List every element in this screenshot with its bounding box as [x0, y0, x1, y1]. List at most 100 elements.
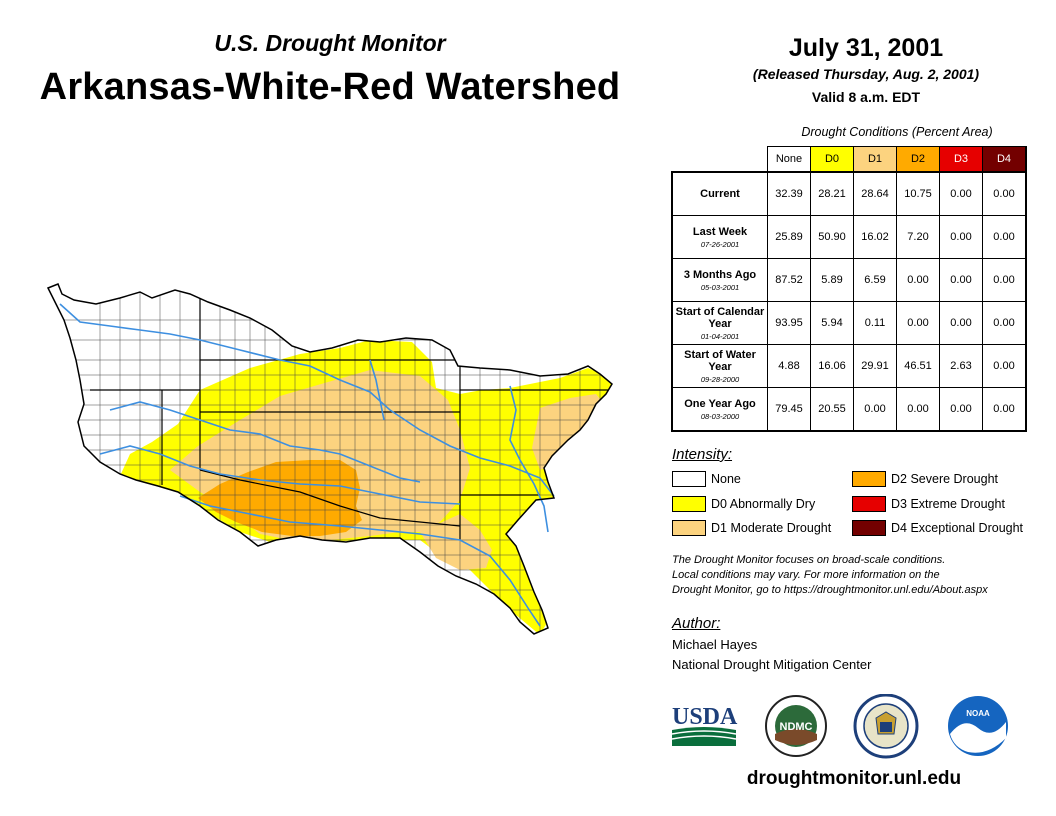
- table-cell: 4.88: [767, 344, 811, 388]
- row-label: Current: [671, 171, 768, 216]
- drought-conditions-table: None D0 D1 D2 D3 D4 Current 32.39 28.21 28.…: [671, 146, 1027, 432]
- rivers: [59, 303, 555, 627]
- legend-swatch-d4: [852, 520, 886, 536]
- table-row: One Year Ago 08-03-2000 79.45 20.55 0.00 0.00…: [671, 387, 1027, 432]
- row-label-text: Start of Water Year: [684, 348, 756, 373]
- arkansas-river: [59, 303, 555, 497]
- legend-swatch-none: [672, 471, 706, 487]
- svg-text:NOAA: NOAA: [966, 709, 990, 718]
- table-cell: 0.00: [982, 215, 1027, 259]
- table-cell: 20.55: [810, 387, 854, 432]
- svg-text:NDMC: NDMC: [780, 721, 813, 733]
- row-label-text: Start of Calendar Year: [675, 305, 765, 330]
- table-cell: 0.00: [939, 215, 983, 259]
- table-cell: 0.00: [896, 387, 940, 432]
- row-date: 07-26-2001: [700, 239, 740, 249]
- d1-region-south: [420, 514, 492, 570]
- agency-logos: USDA NDMC NOAA: [671, 694, 1008, 759]
- table-cell: 5.94: [810, 301, 854, 345]
- red-river: [179, 495, 541, 627]
- table-row: Current 32.39 28.21 28.64 10.75 0.00 0.00: [671, 171, 1027, 216]
- table-cell: 50.90: [810, 215, 854, 259]
- table-cell: 0.00: [982, 387, 1027, 432]
- col-d3: D3: [939, 146, 983, 173]
- noaa-logo: NOAA: [948, 696, 1008, 756]
- table-row: Start of Water Year 09-28-2000 4.88 16.06 29…: [671, 344, 1027, 388]
- table-cell: 0.00: [982, 301, 1027, 345]
- table-cell: 28.64: [853, 171, 897, 216]
- row-label: Start of Calendar Year 01-04-2001: [671, 301, 768, 345]
- row-date: 09-28-2000: [700, 374, 740, 384]
- table-cell: 79.45: [767, 387, 811, 432]
- row-label: Last Week 07-26-2001: [671, 215, 768, 259]
- canadian-river: [99, 445, 461, 505]
- cimarron-river: [109, 401, 421, 483]
- legend-text-d2: D2 Severe Drought: [891, 472, 999, 486]
- row-date: 08-03-2000: [700, 411, 740, 421]
- table-row: Last Week 07-26-2001 25.89 50.90 16.02 7.20 0.…: [671, 215, 1027, 259]
- table-cell: 6.59: [853, 258, 897, 302]
- commerce-seal-logo: [853, 694, 919, 759]
- table-cell: 0.00: [853, 387, 897, 432]
- intensity-label: Intensity:: [672, 446, 733, 463]
- row-label-text: One Year Ago: [684, 397, 756, 410]
- table-cell: 0.00: [939, 258, 983, 302]
- neosho-river: [369, 359, 385, 421]
- table-cell: 7.20: [896, 215, 940, 259]
- release-date: (Released Thursday, Aug. 2, 2001): [752, 66, 980, 82]
- legend-swatch-d2: [852, 471, 886, 487]
- author-name: Michael Hayes: [672, 637, 758, 652]
- row-label: One Year Ago 08-03-2000: [671, 387, 768, 432]
- row-label-text: 3 Months Ago: [683, 268, 757, 281]
- col-d2: D2: [896, 146, 940, 173]
- watershed-map: [47, 283, 613, 635]
- legend-text-none: None: [711, 472, 741, 486]
- table-cell: 32.39: [767, 171, 811, 216]
- table-cell: 16.02: [853, 215, 897, 259]
- row-date: 01-04-2001: [700, 331, 740, 341]
- table-cell: 93.95: [767, 301, 811, 345]
- note-line-1: The Drought Monitor focuses on broad-sca…: [672, 554, 946, 566]
- table-corner: [672, 147, 768, 173]
- table-cell: 46.51: [896, 344, 940, 388]
- author-organization: National Drought Mitigation Center: [672, 657, 872, 672]
- white-river: [509, 385, 549, 533]
- row-label-text: Current: [700, 188, 740, 200]
- col-d4: D4: [982, 146, 1027, 173]
- map-subtitle: U.S. Drought Monitor: [214, 30, 446, 56]
- legend-swatch-d0: [672, 496, 706, 512]
- ndmc-logo: NDMC: [765, 695, 827, 757]
- map-date: July 31, 2001: [788, 34, 944, 62]
- table-cell: 28.21: [810, 171, 854, 216]
- table-cell: 0.00: [896, 301, 940, 345]
- table-cell: 10.75: [896, 171, 940, 216]
- table-cell: 0.00: [896, 258, 940, 302]
- d1-region-east: [532, 394, 606, 470]
- table-row: 3 Months Ago 05-03-2001 87.52 5.89 6.59 0.00 0…: [671, 258, 1027, 302]
- note-line-2: Local conditions may vary. For more info…: [672, 569, 940, 581]
- col-d1: D1: [853, 146, 897, 173]
- note-line-3: Drought Monitor, go to https://droughtmo…: [672, 584, 988, 596]
- table-cell: 0.00: [939, 171, 983, 216]
- table-cell: 0.11: [853, 301, 897, 345]
- row-label: Start of Water Year 09-28-2000: [671, 344, 768, 388]
- table-cell: 2.63: [939, 344, 983, 388]
- author-label: Author:: [672, 615, 721, 632]
- legend-text-d4: D4 Exceptional Drought: [891, 521, 1024, 535]
- website-url[interactable]: droughtmonitor.unl.edu: [746, 768, 962, 789]
- table-cell: 5.89: [810, 258, 854, 302]
- table-cell: 25.89: [767, 215, 811, 259]
- col-d0: D0: [810, 146, 854, 173]
- usda-logo: USDA: [671, 704, 738, 746]
- table-row: Start of Calendar Year 01-04-2001 93.95 5.9…: [671, 301, 1027, 345]
- valid-time: Valid 8 a.m. EDT: [811, 89, 921, 105]
- svg-text:USDA: USDA: [672, 704, 738, 730]
- row-label: 3 Months Ago 05-03-2001: [671, 258, 768, 302]
- table-cell: 87.52: [767, 258, 811, 302]
- table-caption: Drought Conditions (Percent Area): [801, 125, 993, 139]
- table-cell: 16.06: [810, 344, 854, 388]
- table-cell: 0.00: [982, 258, 1027, 302]
- legend-swatch-d3: [852, 496, 886, 512]
- table-cell: 29.91: [853, 344, 897, 388]
- legend-text-d3: D3 Extreme Drought: [891, 497, 1005, 511]
